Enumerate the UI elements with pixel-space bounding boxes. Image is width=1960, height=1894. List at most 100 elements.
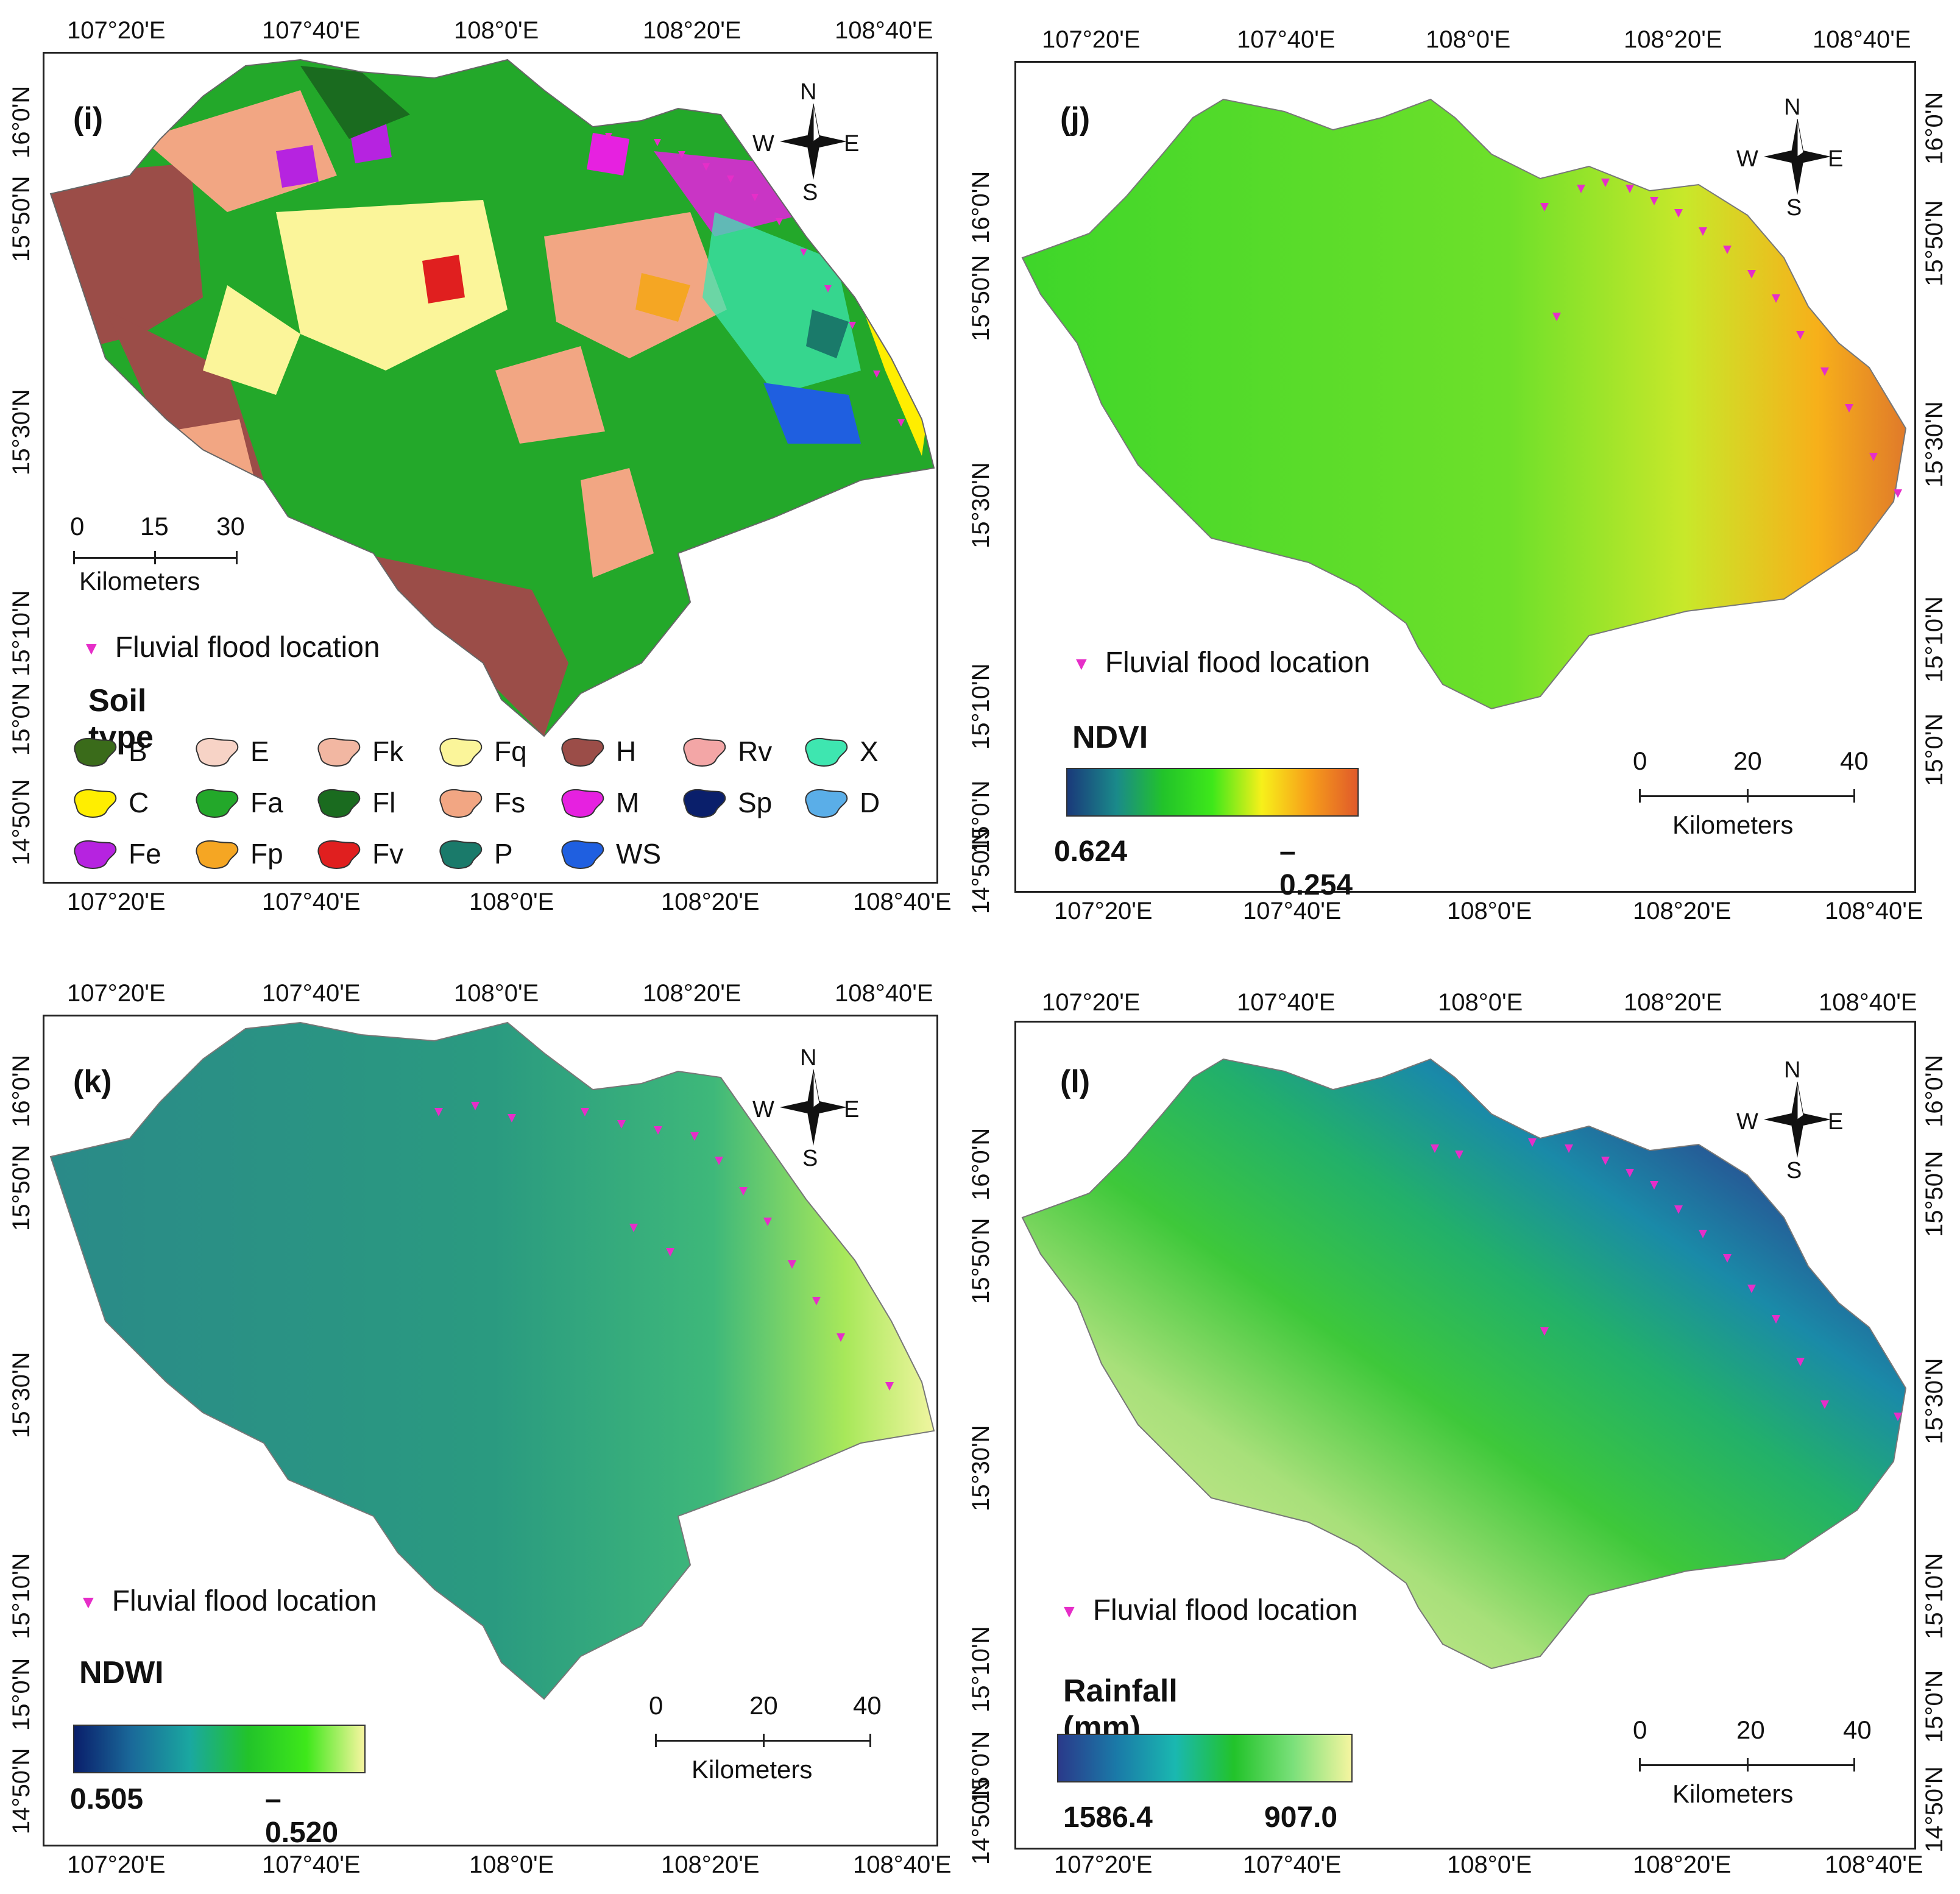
lon-tick: 108°0'E (469, 888, 554, 915)
soil-legend-label: Fa (250, 787, 283, 818)
soil-swatch-icon (561, 738, 604, 767)
soil-legend-label: Fs (494, 787, 526, 818)
lat-tick: 16°0'N (1921, 91, 1948, 165)
soil-legend-item: Fe (70, 834, 192, 874)
soil-swatch-icon (439, 840, 483, 869)
north-arrow: N W E S (752, 1045, 862, 1171)
soil-swatch-icon (805, 738, 848, 767)
soil-swatch-icon (561, 840, 604, 869)
ndwi-color-ramp (73, 1725, 366, 1773)
lon-tick: 107°20'E (1042, 26, 1141, 53)
compass-w: W (1736, 146, 1758, 172)
lon-tick: 108°40'E (1825, 1851, 1923, 1878)
soil-legend-label: Fk (372, 736, 404, 767)
soil-swatch-icon (439, 789, 483, 818)
lat-tick: 15°10'N (968, 1626, 994, 1712)
soil-legend-label: Fq (494, 736, 527, 767)
soil-swatch-icon (683, 789, 726, 818)
soil-legend-item: Fv (314, 834, 436, 874)
rainfall-map (1021, 1058, 1907, 1670)
lon-tick: 108°20'E (1624, 989, 1722, 1016)
scale-mid: 20 (1736, 1715, 1765, 1744)
lon-tick: 108°20'E (643, 17, 741, 44)
lon-tick: 107°40'E (262, 980, 361, 1007)
lon-tick: 107°20'E (1054, 1851, 1153, 1878)
scale-bar: 0 20 40 Kilometers (1633, 747, 1869, 844)
soil-legend-label: H (616, 736, 637, 767)
soil-legend-item: M (557, 782, 679, 823)
lon-tick: 107°40'E (262, 1851, 361, 1878)
soil-legend-item: E (192, 731, 314, 771)
lon-tick: 107°20'E (1042, 989, 1141, 1016)
scale-unit: Kilometers (1672, 810, 1794, 839)
soil-swatch-icon (317, 738, 361, 767)
lon-tick: 108°40'E (853, 888, 952, 915)
lon-tick: 107°40'E (1243, 898, 1342, 924)
lat-tick: 14°50'N (8, 779, 35, 865)
lat-tick: 15°50'N (8, 176, 35, 262)
legend-title: NDVI (1072, 720, 1148, 755)
panel-label: (j) (1060, 101, 1091, 137)
compass-n: N (800, 79, 817, 105)
soil-swatch-icon (74, 738, 117, 767)
lon-tick: 108°40'E (1825, 898, 1923, 924)
panel-label: (i) (73, 101, 104, 137)
soil-legend-item: Sp (679, 782, 801, 823)
lat-tick: 16°0'N (968, 1127, 994, 1201)
lon-tick: 108°0'E (454, 980, 539, 1007)
lon-tick: 107°40'E (262, 888, 361, 915)
soil-legend-item: H (557, 731, 679, 771)
soil-swatch-icon (805, 789, 848, 818)
compass-s: S (802, 1146, 818, 1171)
compass-rose-icon (1764, 1082, 1831, 1158)
scale-0: 0 (1633, 747, 1647, 775)
lon-tick: 108°40'E (853, 1851, 952, 1878)
soil-legend-label: B (129, 736, 147, 767)
ramp-high: 1586.4 (1063, 1801, 1153, 1834)
soil-swatch-icon (196, 789, 239, 818)
scale-bar: 0 20 40 Kilometers (1633, 1715, 1872, 1813)
lat-tick: 15°10'N (8, 590, 35, 676)
panel-label: (l) (1060, 1064, 1091, 1099)
soil-legend-label: X (860, 736, 879, 767)
compass-rose-icon (780, 1069, 847, 1146)
lon-tick: 108°0'E (1447, 1851, 1532, 1878)
soil-legend-label: Sp (738, 787, 773, 818)
compass-n: N (1784, 94, 1801, 120)
ndvi-color-ramp (1066, 768, 1359, 817)
compass-e: E (1828, 146, 1844, 172)
scale-max: 40 (1843, 1715, 1872, 1744)
lon-tick: 108°0'E (1447, 898, 1532, 924)
lat-tick: 15°0'N (1921, 1670, 1948, 1743)
lon-tick: 107°20'E (1054, 898, 1153, 924)
scale-0: 0 (70, 512, 85, 541)
soil-swatch-icon (439, 738, 483, 767)
ramp-low: 907.0 (1264, 1801, 1338, 1834)
lat-tick: 15°30'N (1921, 1358, 1948, 1444)
scale-unit: Kilometers (692, 1755, 813, 1784)
soil-swatch-icon (196, 840, 239, 869)
lat-tick: 15°50'N (8, 1144, 35, 1231)
scale-mid: 20 (749, 1691, 778, 1720)
soil-legend: B E Fk Fq H Rv X C Fa Fl Fs M Sp D Fe Fp Fv P WS (70, 731, 923, 874)
soil-legend-item: X (801, 731, 923, 771)
lon-tick: 108°20'E (1624, 26, 1722, 53)
soil-swatch-icon (561, 789, 604, 818)
soil-legend-item: Fs (436, 782, 557, 823)
soil-swatch-icon (74, 840, 117, 869)
lon-tick: 107°20'E (67, 17, 166, 44)
lat-tick: 15°30'N (8, 389, 35, 475)
lat-tick: 15°30'N (8, 1352, 35, 1438)
lat-tick: 16°0'N (8, 1054, 35, 1127)
flood-legend: ▼ Fluvial flood location (79, 1585, 377, 1617)
soil-legend-item: Fq (436, 731, 557, 771)
lon-tick: 108°40'E (835, 980, 933, 1007)
compass-e: E (844, 131, 860, 157)
soil-legend-label: Fp (250, 838, 283, 870)
panel-label: (k) (73, 1064, 112, 1099)
flood-legend: ▼ Fluvial flood location (1072, 647, 1370, 679)
flood-legend: ▼ Fluvial flood location (1060, 1594, 1358, 1626)
lat-tick: 15°0'N (8, 683, 35, 756)
legend-title: Soil type (88, 683, 154, 755)
scale-mid: 20 (1733, 747, 1762, 775)
